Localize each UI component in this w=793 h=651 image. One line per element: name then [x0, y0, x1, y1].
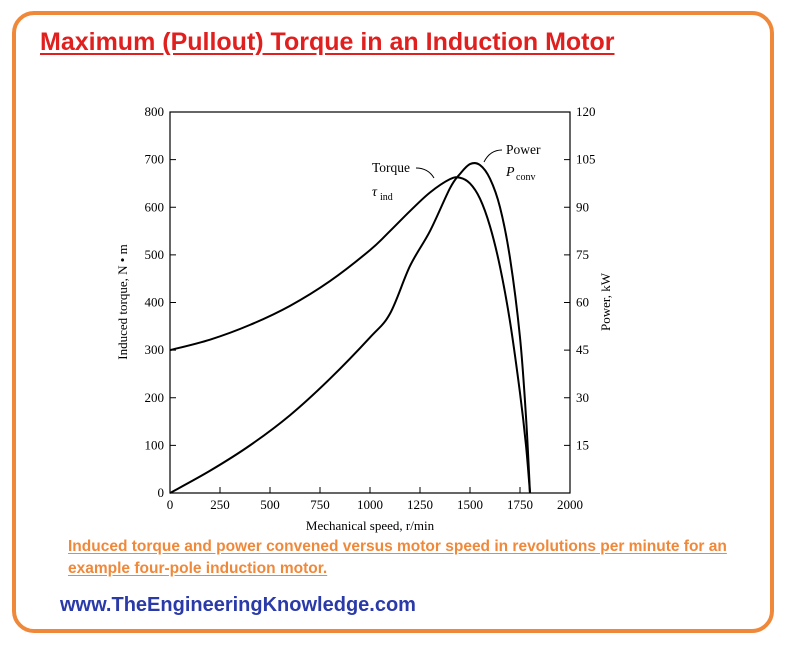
x-axis-label: Mechanical speed, r/min — [306, 518, 435, 533]
power-curve — [169, 162, 531, 494]
y-right-tick-label-3: 60 — [576, 295, 589, 310]
power-symbol: P — [505, 165, 515, 180]
right-axis-ticks: 15 30 45 60 75 90 105 120 — [564, 104, 596, 452]
power-symbol-subscript: conv — [516, 172, 535, 183]
torque-series-label: Torque — [372, 160, 410, 175]
x-tick-label-2: 500 — [260, 497, 280, 512]
y-left-tick-label-6: 600 — [145, 199, 165, 214]
y-right-tick-label-4: 75 — [576, 247, 589, 262]
y-right-tick-label-7: 120 — [576, 104, 596, 119]
left-axis-ticks: 0 100 200 300 400 500 600 700 800 — [145, 104, 176, 500]
x-tick-label-1: 250 — [210, 497, 230, 512]
y-left-tick-label-2: 200 — [145, 390, 165, 405]
x-tick-label-0: 0 — [167, 497, 174, 512]
torque-symbol: τ — [372, 185, 378, 200]
y-axis-right-label: Power, kW — [598, 272, 613, 331]
x-tick-label-8: 2000 — [557, 497, 583, 512]
page-frame — [12, 11, 774, 633]
y-left-tick-label-1: 100 — [145, 437, 165, 452]
y-axis-left-label: Induced torque, N • m — [115, 244, 130, 359]
y-left-tick-label-5: 500 — [145, 247, 165, 262]
x-tick-label-7: 1750 — [507, 497, 533, 512]
y-left-tick-label-7: 700 — [145, 152, 165, 167]
torque-symbol-subscript: ind — [380, 192, 393, 203]
y-left-tick-label-4: 400 — [145, 295, 165, 310]
y-left-tick-label-8: 800 — [145, 104, 165, 119]
torque-leader-line — [415, 167, 435, 179]
x-tick-label-6: 1500 — [457, 497, 483, 512]
power-series-label: Power — [506, 142, 541, 157]
x-tick-label-5: 1250 — [407, 497, 433, 512]
curves — [169, 162, 531, 494]
y-left-tick-label-3: 300 — [145, 342, 165, 357]
y-left-tick-label-0: 0 — [158, 485, 165, 500]
y-right-tick-label-2: 45 — [576, 342, 589, 357]
power-leader-line — [483, 149, 503, 163]
y-right-tick-label-0: 15 — [576, 437, 589, 452]
x-tick-label-3: 750 — [310, 497, 330, 512]
page-title: Maximum (Pullout) Torque in an Induction… — [40, 28, 615, 56]
y-right-tick-label-6: 105 — [576, 152, 596, 167]
torque-curve — [169, 176, 531, 494]
y-right-tick-label-1: 30 — [576, 390, 589, 405]
figure-caption: Induced torque and power convened versus… — [68, 538, 727, 577]
website-url: www.TheEngineeringKnowledge.com — [60, 594, 416, 616]
x-tick-label-4: 1000 — [357, 497, 383, 512]
x-axis-ticks: 0 250 500 750 1000 1250 1500 1750 2000 — [167, 487, 583, 512]
y-right-tick-label-5: 90 — [576, 199, 589, 214]
